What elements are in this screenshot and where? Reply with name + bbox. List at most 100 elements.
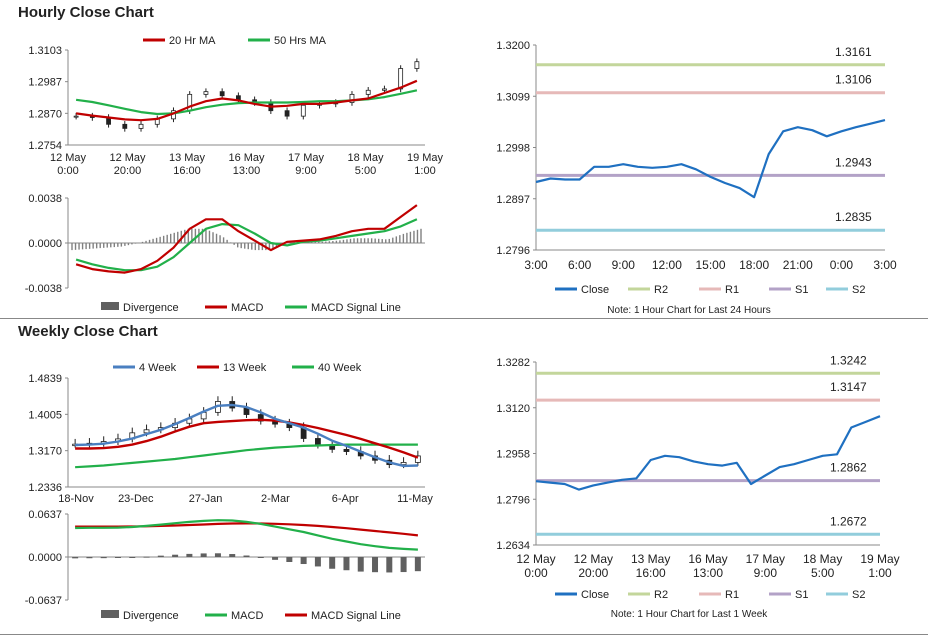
hourly-price-xtick-label: 9:00 (295, 165, 316, 177)
weekly-candle-body (400, 462, 407, 466)
weekly-divergence-bar (329, 557, 336, 569)
weekly-macd-legend-divergence-label: Divergence (123, 610, 179, 622)
weekly-levels-xtick-label: 5:00 (811, 566, 835, 580)
weekly-levels-close-line (535, 415, 881, 491)
weekly-levels-xtick-label: 0:00 (524, 566, 548, 580)
hourly-candle-body (382, 88, 387, 91)
hourly-levels-xtick-label: 18:00 (739, 258, 769, 272)
hourly-candle-body (284, 110, 290, 117)
weekly-price-ytick-label: 1.4005 (28, 409, 62, 421)
hourly-macd-ytick-label: 0.0038 (28, 193, 62, 205)
weekly-price-xtick-label: 11-May (397, 493, 433, 505)
weekly-levels-ytick-label: 1.3120 (496, 403, 530, 415)
weekly-4wk-line (75, 403, 418, 468)
hourly-levels-ytick-label: 1.2796 (496, 245, 530, 257)
weekly-candle-body (257, 414, 264, 422)
weekly-levels-level-s1-label: 1.2862 (830, 461, 867, 475)
hourly-levels-ytick-label: 1.3200 (496, 40, 530, 52)
weekly-levels-xtick-label: 20:00 (578, 566, 608, 580)
weekly-levels-level-r1-label: 1.3147 (830, 380, 867, 394)
hourly-levels-legend-s1-label: S1 (795, 284, 808, 296)
weekly-divergence-bar (172, 554, 179, 557)
hourly-levels-xtick-label: 0:00 (830, 258, 854, 272)
weekly-divergence-bar (200, 553, 207, 557)
hourly-levels-ytick-label: 1.3099 (496, 91, 530, 103)
weekly-candle-body (414, 455, 421, 463)
weekly-macd-ytick-label: 0.0000 (28, 552, 62, 564)
weekly-levels-legend-s1-label: S1 (795, 589, 808, 601)
weekly-macd-line (75, 519, 418, 551)
weekly-candle-body (143, 429, 150, 434)
hourly-candle-body (219, 91, 225, 97)
hourly-candle-body (349, 93, 355, 103)
hourly-levels-legend-r2-label: R2 (654, 284, 668, 296)
weekly-divergence-bar (400, 557, 407, 573)
weekly-price-ytick-label: 1.3170 (28, 446, 62, 458)
weekly-levels-xtick-label: 1:00 (868, 566, 892, 580)
hourly-macd-legend-signal-label: MACD Signal Line (311, 302, 401, 314)
weekly-divergence-bar (157, 555, 164, 557)
hourly-levels-xtick-label: 12:00 (652, 258, 682, 272)
hourly-levels-ytick-label: 1.2998 (496, 143, 530, 155)
weekly-levels-xtick-label: 12 May (516, 552, 555, 566)
hourly-macd-legend-divergence-swatch (101, 302, 119, 310)
hourly-macd-ytick-label: -0.0038 (25, 283, 62, 295)
hourly-candle-body (73, 115, 79, 118)
weekly-divergence-bar (72, 557, 79, 559)
weekly-divergence-bar (386, 557, 393, 573)
weekly-price-xtick-label: 23-Dec (118, 493, 154, 505)
hourly-levels-level-s1-label: 1.2943 (835, 155, 872, 169)
weekly-levels-ytick-label: 1.3282 (496, 357, 530, 369)
section-divider (0, 318, 928, 319)
weekly-levels-xtick-label: 17 May (746, 552, 785, 566)
weekly-divergence-bar (143, 556, 150, 558)
hourly-price-xtick-label: 19 May (407, 152, 444, 164)
hourly-section-title: Hourly Close Chart (18, 4, 154, 21)
weekly-legend-40wk-label: 40 Week (318, 362, 362, 374)
weekly-levels-legend-s2-label: S2 (852, 589, 865, 601)
weekly-divergence-bar (243, 555, 250, 557)
hourly-levels-level-s2-label: 1.2835 (835, 210, 872, 224)
weekly-divergence-bar (129, 557, 136, 558)
weekly-levels-xtick-label: 13 May (631, 552, 670, 566)
weekly-section-title: Weekly Close Chart (18, 323, 158, 340)
weekly-levels-ytick-label: 1.2634 (496, 540, 530, 552)
hourly-price-xtick-label: 20:00 (114, 165, 142, 177)
hourly-levels-xtick-label: 21:00 (783, 258, 813, 272)
hourly-20hr-ma-line (75, 79, 418, 122)
weekly-levels-legend-r1-label: R1 (725, 589, 739, 601)
weekly-candle-body (343, 448, 350, 452)
weekly-levels-legend-r2-label: R2 (654, 589, 668, 601)
weekly-levels-ytick-label: 1.2958 (496, 449, 530, 461)
weekly-divergence-bar (229, 554, 236, 557)
weekly-levels-level-r2-label: 1.3242 (830, 353, 867, 367)
hourly-price-ytick-label: 1.2987 (28, 77, 62, 89)
weekly-divergence-bar (414, 557, 421, 572)
hourly-levels-level-r2-label: 1.3161 (835, 45, 872, 59)
weekly-price-ytick-label: 1.4839 (28, 373, 62, 385)
weekly-price-xtick-label: 18-Nov (58, 493, 94, 505)
hourly-price-xtick-label: 13 May (169, 152, 206, 164)
hourly-price-xtick-label: 18 May (347, 152, 384, 164)
hourly-candle-body (122, 123, 128, 129)
hourly-levels-note: Note: 1 Hour Chart for Last 24 Hours (607, 305, 770, 316)
hourly-levels-legend-close-label: Close (581, 284, 609, 296)
hourly-price-xtick-label: 5:00 (355, 165, 376, 177)
weekly-divergence-bar (357, 557, 364, 572)
weekly-divergence-bar (114, 557, 121, 558)
weekly-divergence-bar (343, 557, 350, 571)
hourly-price-xtick-label: 13:00 (233, 165, 261, 177)
weekly-levels-ytick-label: 1.2796 (496, 494, 530, 506)
weekly-levels-level-s2-label: 1.2672 (830, 514, 867, 528)
hourly-legend-20hr-label: 20 Hr MA (169, 35, 216, 47)
hourly-levels-xtick-label: 6:00 (568, 258, 592, 272)
hourly-macd-line (75, 204, 418, 274)
weekly-13wk-line (75, 418, 419, 459)
hourly-levels-level-r1-label: 1.3106 (835, 73, 872, 87)
weekly-levels-xtick-label: 19 May (860, 552, 899, 566)
hourly-candle-body (138, 123, 144, 129)
weekly-divergence-bar (272, 557, 279, 560)
weekly-price-xtick-label: 27-Jan (189, 493, 223, 505)
weekly-divergence-bar (300, 557, 307, 565)
